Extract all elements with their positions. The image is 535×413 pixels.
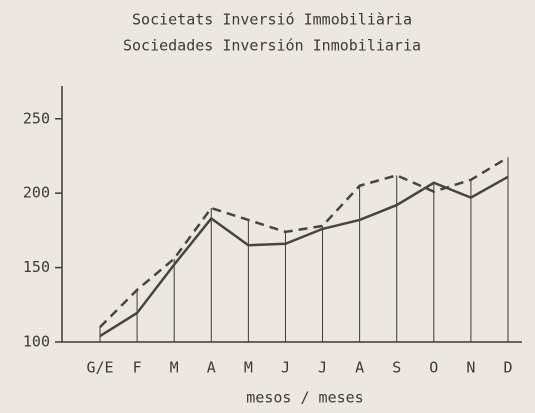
x-tick-label: J bbox=[318, 359, 327, 377]
line-series bbox=[99, 175, 509, 338]
x-tick-label: A bbox=[207, 359, 216, 377]
y-tick-label: 250 bbox=[23, 109, 50, 127]
chart-subtitle: Sociedades Inversión Inmobiliaria bbox=[123, 37, 421, 55]
y-tick-label: 100 bbox=[23, 333, 50, 351]
x-axis-label: mesos / meses bbox=[246, 389, 363, 407]
x-tick-label: G/E bbox=[86, 359, 113, 377]
x-tick-label: F bbox=[133, 359, 142, 377]
chart-title: Societats Inversió Immobiliària bbox=[132, 11, 412, 29]
x-tick-label: J bbox=[281, 359, 290, 377]
x-tick-label: O bbox=[429, 359, 438, 377]
line-series bbox=[99, 156, 509, 329]
x-tick-label: N bbox=[466, 359, 475, 377]
x-tick-label: M bbox=[170, 359, 179, 377]
y-tick-label: 200 bbox=[23, 184, 50, 202]
y-tick-label: 150 bbox=[23, 258, 50, 276]
x-tick-label: A bbox=[355, 359, 364, 377]
x-tick-label: S bbox=[392, 359, 401, 377]
x-tick-label: D bbox=[503, 359, 512, 377]
x-tick-label: M bbox=[244, 359, 253, 377]
